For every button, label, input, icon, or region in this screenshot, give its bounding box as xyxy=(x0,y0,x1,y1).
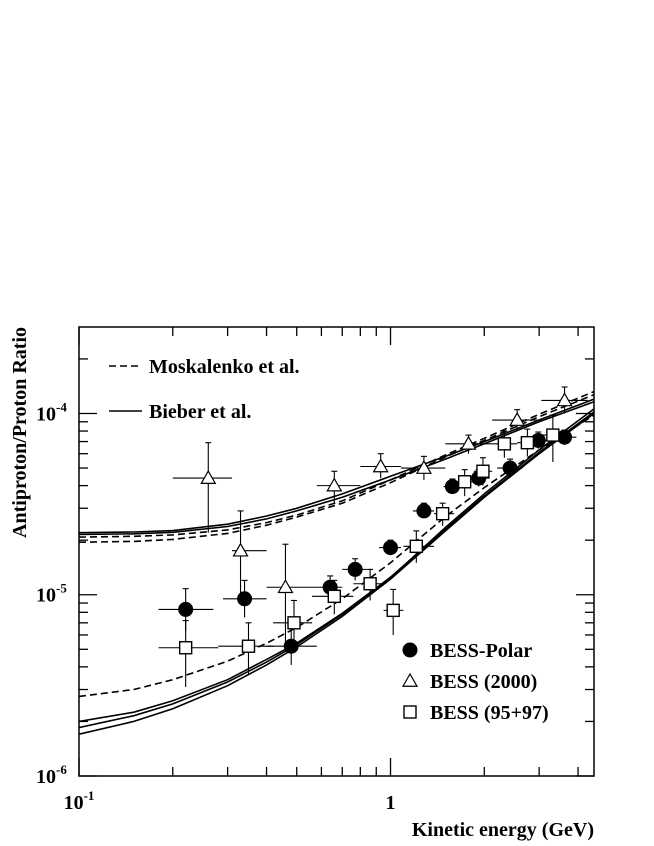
data-points xyxy=(158,386,588,687)
data-point xyxy=(416,503,432,519)
y-tick-label-3: 10-4 xyxy=(36,399,67,425)
y-tick-label-exponent: -6 xyxy=(56,762,67,777)
curve-dashed-5 xyxy=(79,414,594,698)
data-point xyxy=(546,428,560,442)
data-point xyxy=(363,577,377,591)
data-point xyxy=(283,638,299,654)
data-point xyxy=(178,601,194,617)
series-1 xyxy=(158,429,577,665)
data-point xyxy=(460,435,477,450)
legend-marker xyxy=(403,705,417,719)
data-point xyxy=(232,542,249,557)
curve-dashed-4 xyxy=(79,393,594,543)
y-tick-label-exponent: -5 xyxy=(56,581,67,596)
data-point xyxy=(200,469,217,484)
tick-labels: 10-1 110-610-510-4 xyxy=(36,399,396,814)
y-tick-label-2: 10-5 xyxy=(36,581,67,607)
curve-solid-6 xyxy=(79,411,594,723)
x-tick-label-1: 10-1 xyxy=(64,788,95,814)
series-3 xyxy=(158,414,568,687)
data-point xyxy=(287,616,301,630)
data-point xyxy=(502,460,518,476)
data-point xyxy=(557,429,573,445)
y-tick-label-1: 10-6 xyxy=(36,762,67,788)
x-tick-label-2: 1 xyxy=(386,792,396,814)
legend-label: BESS-Polar xyxy=(430,640,532,662)
data-point xyxy=(476,464,490,478)
legend-label: Moskalenko et al. xyxy=(149,356,300,378)
y-tick-label-exponent: -4 xyxy=(56,399,67,414)
model-curves xyxy=(79,390,594,735)
series-2 xyxy=(172,386,588,644)
y-tick-label-base: 10 xyxy=(36,403,56,425)
data-point xyxy=(241,639,256,653)
x-tick-label-exponent: -1 xyxy=(84,788,95,803)
data-point xyxy=(178,641,193,655)
legend-label: BESS (2000) xyxy=(430,671,537,693)
legend-label: BESS (95+97) xyxy=(430,702,549,724)
data-point xyxy=(556,392,573,407)
curve-solid-2 xyxy=(79,401,594,536)
y-tick-label-base: 10 xyxy=(36,766,56,788)
legend-marker xyxy=(402,642,418,658)
data-point xyxy=(435,506,450,521)
data-point xyxy=(520,435,535,450)
data-point xyxy=(372,458,389,473)
data-point xyxy=(277,579,294,594)
data-point xyxy=(383,540,399,556)
data-point xyxy=(237,591,253,607)
data-point xyxy=(509,411,526,426)
data-point xyxy=(327,589,341,604)
error-bar xyxy=(266,543,317,644)
error-bar xyxy=(172,442,233,533)
curve-solid-8 xyxy=(79,408,594,729)
curve-solid-7 xyxy=(79,412,594,735)
data-point xyxy=(457,475,472,489)
plot-frame xyxy=(78,326,595,777)
data-point xyxy=(409,539,424,554)
curve-solid-1 xyxy=(79,398,594,534)
data-point xyxy=(326,477,343,492)
curve-dashed-3 xyxy=(79,390,594,538)
legend-label: Bieber et al. xyxy=(149,401,251,423)
x-tick-label-base: 1 xyxy=(386,792,396,814)
legend-marker xyxy=(401,672,419,687)
axis-ticks xyxy=(78,327,594,777)
x-axis-label: Kinetic energy (GeV) xyxy=(412,819,594,841)
x-tick-label-base: 10 xyxy=(64,792,84,814)
data-point xyxy=(497,437,512,451)
legend: Moskalenko et al. Bieber et al. BESS-Polar… xyxy=(109,356,549,724)
y-tick-label-base: 10 xyxy=(36,585,56,607)
data-point xyxy=(386,603,400,618)
data-point xyxy=(415,459,432,474)
data-point xyxy=(347,561,363,577)
y-axis-label: Antiproton/Proton Ratio xyxy=(9,327,31,538)
